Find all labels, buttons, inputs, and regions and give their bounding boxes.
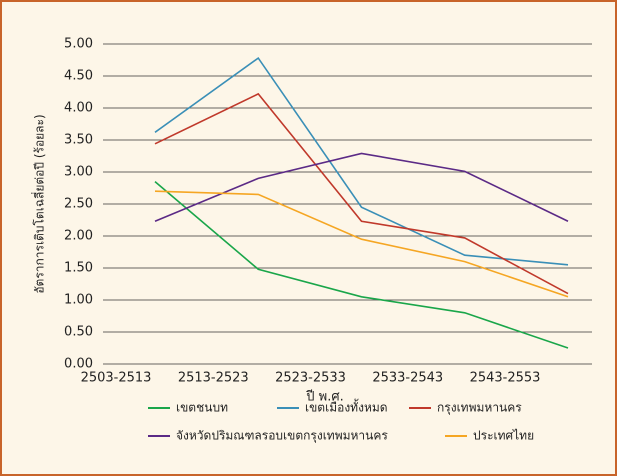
y-tick-label: 3.00 xyxy=(64,165,93,180)
y-tick-label: 1.50 xyxy=(64,261,93,276)
y-tick-label: 2.50 xyxy=(64,197,93,212)
y-tick-label: 5.00 xyxy=(64,37,93,52)
legend-label: จังหวัดปริมณฑลรอบเขตกรุงเทพมหานคร xyxy=(176,429,388,444)
y-tick-label: 0.00 xyxy=(64,357,93,372)
x-tick-label: 2523-2533 xyxy=(275,371,346,386)
y-tick-label: 0.50 xyxy=(64,325,93,340)
y-tick-label: 3.50 xyxy=(64,133,93,148)
y-tick-label: 1.00 xyxy=(64,293,93,308)
y-tick-label: 2.00 xyxy=(64,229,93,244)
x-tick-label: 2543-2553 xyxy=(470,371,541,386)
line-series xyxy=(154,92,569,295)
legend-label: ประเทศไทย xyxy=(473,429,534,443)
legend-label: เขตชนบท xyxy=(176,401,228,415)
x-axis-label: ปี พ.ศ. xyxy=(305,389,344,405)
legend-label: กรุงเทพมหานคร xyxy=(437,401,522,416)
x-tick-label: 2513-2523 xyxy=(178,371,249,386)
x-tick-label: 2533-2543 xyxy=(372,371,443,386)
y-tick-label: 4.50 xyxy=(64,69,93,84)
line-series xyxy=(154,180,569,349)
legend-label: เขตเมืองทั้งหมด xyxy=(305,399,388,415)
line-series xyxy=(154,190,569,298)
y-axis-label: อัตราการเติบโตเฉลี่ยต่อปี (ร้อยละ) xyxy=(31,114,47,293)
line-series xyxy=(154,56,569,266)
y-tick-label: 4.00 xyxy=(64,101,93,116)
x-tick-label: 2503-2513 xyxy=(81,371,152,386)
